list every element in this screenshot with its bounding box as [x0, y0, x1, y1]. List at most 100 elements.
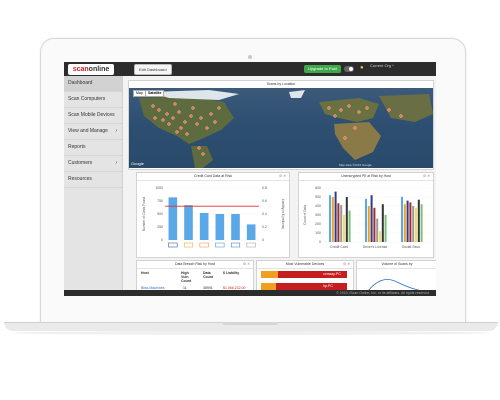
bar [379, 231, 381, 242]
sidebar-item-label: Reports [68, 144, 86, 150]
panel-controls-icon[interactable]: ⚙ ✕ [422, 174, 430, 178]
device-bar-low[interactable] [261, 271, 279, 278]
column-header[interactable]: $ Liability [223, 271, 240, 275]
footer-bar: © 2015, iScan Online, Inc. or its affili… [64, 290, 436, 296]
bar [329, 195, 331, 242]
location-pin [153, 116, 157, 120]
map-panel: Scans by Location Google Map data ©2015 … [128, 80, 434, 170]
bar [365, 198, 367, 242]
sidebar-item-label: Resources [68, 176, 92, 182]
x-tick-label: Credit Card [330, 245, 348, 249]
sidebar-item-dashboard[interactable]: Dashboard [64, 76, 122, 92]
location-pin [157, 108, 161, 112]
panel-controls-icon[interactable]: ⚙ ✕ [342, 262, 350, 266]
location-pin [339, 108, 343, 112]
credit-card-panel: Credit Card Data at Risk ⚙ ✕ 0 250 500 750 1… [136, 172, 290, 258]
bar [199, 212, 209, 240]
location-pin [201, 152, 205, 156]
sidebar-item-scan-computers[interactable]: Scan Computers [64, 92, 122, 108]
table-cell: $1,066,232.00 [223, 286, 246, 290]
y2-tick-label: 0.8 [262, 186, 267, 190]
sidebar-item-view-and-manage[interactable]: View and Manage › [64, 124, 122, 140]
y-tick-label: 0 [319, 240, 321, 244]
sidebar-item-label: Scan Computers [68, 96, 106, 102]
y-tick-label: 500 [157, 212, 163, 216]
google-brand: Google [131, 161, 145, 166]
current-org-selector[interactable]: Current Org * [370, 63, 394, 68]
panel-controls-icon[interactable]: ⚙ ✕ [242, 262, 250, 266]
column-header[interactable]: High Vuln Count [181, 271, 192, 283]
sidebar-item-label: View and Manage [68, 128, 108, 134]
y-tick-label: 600 [315, 186, 321, 190]
panel-title: Volume of Scans by [357, 261, 436, 269]
bar [401, 197, 403, 242]
location-pin [209, 112, 213, 116]
y-tick-label: 250 [157, 225, 163, 229]
edit-dashboard-button[interactable]: Edit Dashboard [134, 64, 172, 75]
sidebar-item-scan-mobile-devices[interactable]: Scan Mobile Devices [64, 108, 122, 124]
upgrade-button[interactable]: Upgrade to Paid [304, 65, 341, 73]
bar [370, 195, 373, 242]
sidebar-item-resources[interactable]: Resources [64, 172, 122, 188]
bar [373, 207, 376, 242]
y2-tick-label: 0.4 [262, 212, 267, 216]
device-bar-high[interactable] [278, 271, 347, 278]
y-tick-label: 200 [315, 222, 321, 226]
location-pin [183, 120, 187, 124]
device-bar-low[interactable] [261, 283, 277, 290]
y2-axis-label: Liability in $ (millions) [281, 199, 285, 229]
world-map[interactable]: Google Map data ©2015 Google [129, 88, 433, 168]
y-tick-label: 100 [315, 231, 321, 235]
bar [343, 215, 345, 242]
location-pin [167, 122, 171, 126]
toggle-switch[interactable] [344, 66, 354, 72]
location-pin [191, 106, 195, 110]
bar [409, 202, 412, 242]
location-pin [199, 116, 203, 120]
location-pin [177, 110, 181, 114]
bar [417, 199, 420, 242]
bar [337, 203, 340, 242]
sidebar-item-reports[interactable]: Reports [64, 140, 122, 156]
location-pin [347, 104, 351, 108]
card-brand-icon [230, 242, 241, 248]
pii-chart: 0 100 200 300 400 500 600 Credit Card Driver's L… [303, 186, 431, 249]
device-bar-high[interactable] [276, 283, 347, 290]
panel-controls-icon[interactable]: ⚙ ✕ [278, 174, 286, 178]
y-axis-label: Number of Cards Found [142, 197, 146, 231]
location-pin [213, 120, 217, 124]
device-label: conway-PC [323, 272, 341, 276]
column-header[interactable]: Data Count [203, 271, 214, 279]
location-pin [343, 136, 347, 140]
y-tick-label: 0 [161, 238, 163, 242]
panel-title: Most Vulnerable Devices [257, 261, 353, 269]
card-brand-icon [183, 242, 194, 248]
bar [340, 205, 343, 242]
x-tick-label: Driver's License [363, 245, 388, 249]
app-screen: scanonline Edit Dashboard Upgrade to Pai… [64, 62, 436, 296]
location-pin [165, 112, 169, 116]
card-brand-icon [215, 242, 225, 248]
satellite-view-button[interactable]: Satellite [145, 90, 165, 97]
location-pin [189, 114, 193, 118]
dashboard-content: Scans by Location Google Map data ©2015 … [122, 76, 436, 296]
webcam [248, 55, 252, 59]
scanonline-logo[interactable]: scanonline [68, 64, 114, 75]
location-pin [353, 126, 357, 130]
sidebar-item-customers[interactable]: Customers › [64, 156, 122, 172]
bell-icon[interactable]: ● [360, 65, 364, 71]
location-pin [333, 114, 337, 118]
column-header[interactable]: Host [141, 271, 149, 275]
credit-card-chart: 0 250 500 750 1000 0 0.2 0.4 0.6 0.8 Number of Car… [142, 186, 285, 248]
y2-tick-label: 0.2 [262, 225, 267, 229]
bar [246, 224, 256, 240]
sidebar-item-label: Scan Mobile Devices [68, 112, 115, 118]
bar [381, 204, 384, 242]
bar [184, 205, 193, 240]
chevron-right-icon: › [115, 128, 117, 134]
map-view-button[interactable]: Map [133, 90, 146, 97]
host-link[interactable]: Bliss-Machines [141, 286, 165, 290]
panel-title: Data Breach Risk by Host [137, 261, 253, 269]
y2-tick-label: 0.6 [262, 199, 267, 203]
card-brand-icon [168, 242, 178, 248]
